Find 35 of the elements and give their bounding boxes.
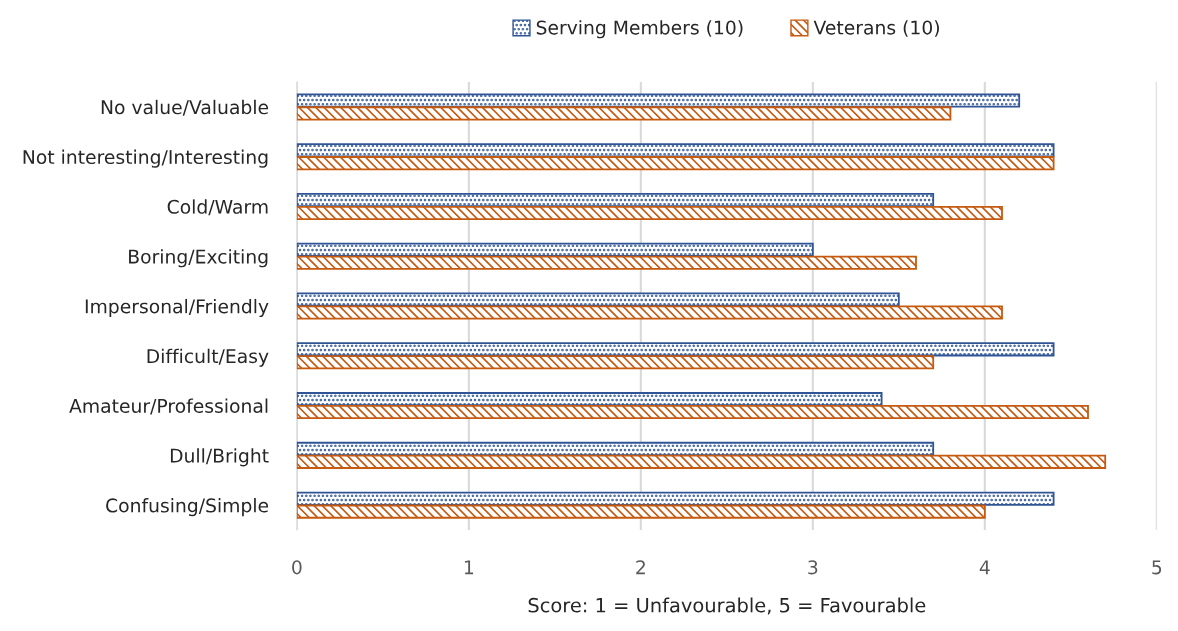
x-tick-label: 4 (979, 560, 990, 575)
x-tick-label: 3 (808, 560, 818, 575)
bar (296, 491, 1055, 506)
bar (296, 305, 1003, 320)
bar (296, 355, 935, 370)
bar (296, 441, 935, 456)
y-tick-label: Confusing/Simple (106, 498, 269, 517)
y-tick-label: Impersonal/Friendly (85, 298, 269, 318)
bar (296, 192, 935, 208)
bar (296, 405, 1089, 420)
bar (296, 392, 883, 407)
bar (296, 156, 1055, 171)
y-tick-label: Not interesting/Interesting (23, 149, 268, 168)
x-tick-label: 5 (1152, 560, 1162, 575)
y-tick-label: Difficult/Easy (147, 348, 269, 367)
bar (296, 205, 1003, 221)
legend-label: Veterans (10) (813, 20, 939, 37)
legend-label: Serving Members (10) (536, 20, 743, 39)
bar (296, 93, 1021, 108)
bar (296, 342, 1055, 357)
bar (296, 143, 1055, 158)
bar (296, 242, 814, 257)
x-tick-label: 0 (292, 560, 302, 575)
bar (296, 255, 917, 270)
x-axis-title: Score: 1 = Unfavourable, 5 = Favourable (528, 597, 926, 615)
bar (296, 454, 1107, 469)
x-tick-label: 2 (636, 560, 645, 575)
y-tick-label: Cold/Warm (167, 199, 268, 216)
y-tick-label: No value/Valuable (101, 99, 269, 116)
bar (296, 504, 986, 519)
y-tick-label: Amateur/Professional (69, 398, 268, 415)
x-tick-label: 1 (464, 560, 474, 575)
y-tick-label: Dull/Bright (170, 448, 269, 467)
bar (296, 106, 952, 121)
y-tick-label: Boring/Exciting (129, 249, 268, 268)
